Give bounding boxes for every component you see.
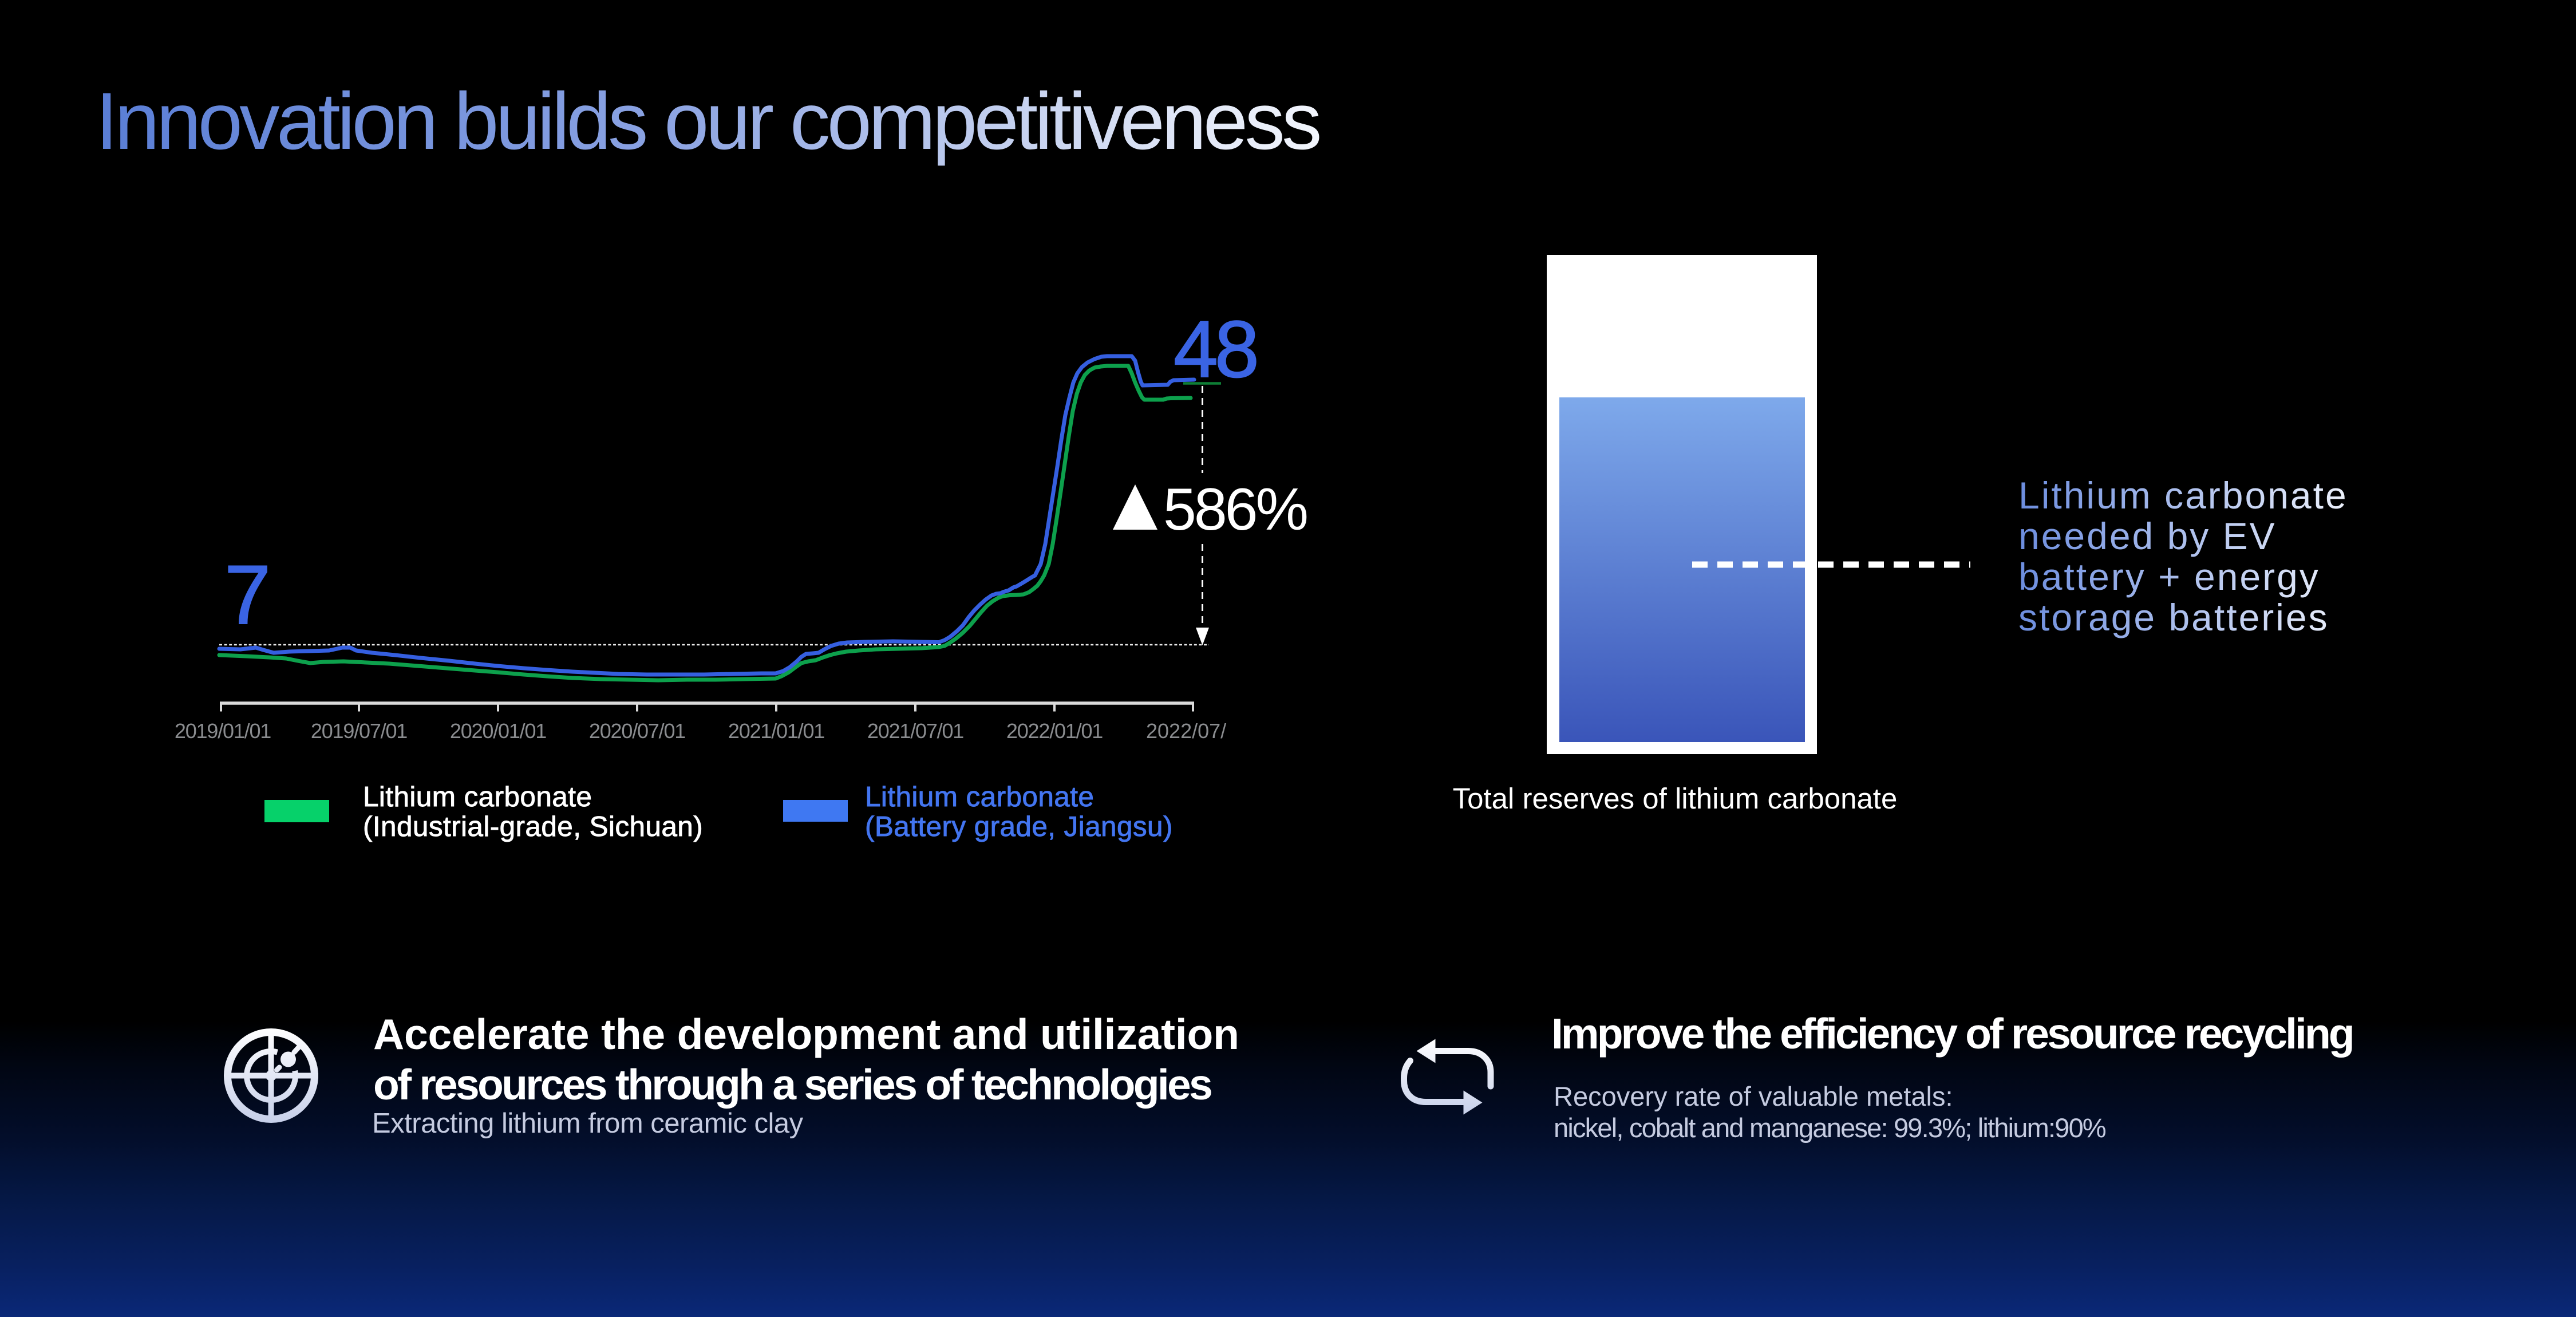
svg-text:2019/07/01: 2019/07/01 (311, 719, 407, 743)
svg-text:Total reserves of lithium carb: Total reserves of lithium carbonate (1453, 782, 1898, 815)
svg-text:Recovery rate of valuable meta: Recovery rate of valuable metals: (1554, 1081, 1953, 1111)
svg-text:2019/01/01: 2019/01/01 (175, 719, 271, 743)
svg-text:2022/07/: 2022/07/ (1146, 719, 1226, 743)
svg-text:(Battery grade, Jiangsu): (Battery grade, Jiangsu) (865, 811, 1173, 842)
svg-text:Accelerate the development and: Accelerate the development and utilizati… (373, 1010, 1239, 1058)
svg-text:Extracting lithium from cerami: Extracting lithium from ceramic clay (372, 1108, 804, 1139)
svg-text:needed by EV: needed by EV (2018, 515, 2277, 557)
svg-text:(Industrial-grade, Sichuan): (Industrial-grade, Sichuan) (363, 811, 703, 842)
svg-text:battery + energy: battery + energy (2018, 555, 2320, 598)
svg-text:nickel, cobalt and manganese:: nickel, cobalt and manganese: 99.3%; lit… (1554, 1113, 2106, 1143)
svg-text:Lithium carbonate: Lithium carbonate (2018, 474, 2348, 516)
svg-text:2021/01/01: 2021/01/01 (728, 719, 824, 743)
svg-text:of resources through a series: of resources through a series of technol… (373, 1060, 1211, 1109)
svg-text:2020/07/01: 2020/07/01 (589, 719, 685, 743)
svg-text:586%: 586% (1163, 476, 1307, 543)
svg-text:2021/07/01: 2021/07/01 (867, 719, 963, 743)
svg-text:Innovation builds our competit: Innovation builds our competitiveness (96, 76, 1319, 166)
svg-text:Lithium carbonate: Lithium carbonate (865, 781, 1094, 813)
svg-text:2022/01/01: 2022/01/01 (1006, 719, 1103, 743)
svg-text:48: 48 (1174, 304, 1256, 394)
svg-text:Lithium carbonate: Lithium carbonate (363, 781, 592, 813)
svg-text:storage batteries: storage batteries (2018, 596, 2329, 638)
svg-text:7: 7 (224, 548, 271, 641)
svg-text:2020/01/01: 2020/01/01 (450, 719, 546, 743)
svg-text:Improve the efficiency of reso: Improve the efficiency of resource recyc… (1551, 1010, 2353, 1058)
